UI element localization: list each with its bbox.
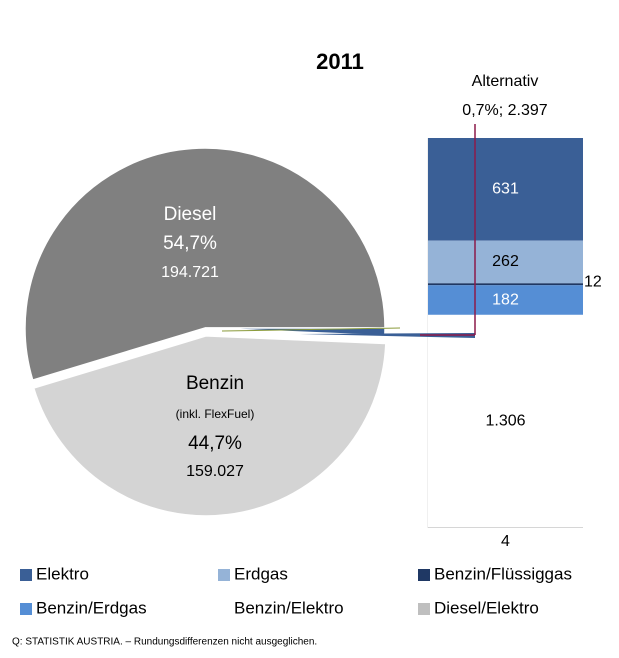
pie-label-combined: 0,7%; 2.397: [462, 102, 548, 119]
bar-value-label: 631: [492, 181, 519, 198]
bar-segment: [428, 285, 583, 315]
pie-slice: [24, 147, 386, 382]
source-note: Q: STATISTIK AUSTRIA. – Rundungsdifferen…: [12, 637, 317, 648]
connector: [221, 327, 401, 332]
legend-label: Benzin/Elektro: [234, 598, 344, 617]
pie-value: 194.721: [161, 264, 219, 281]
legend-swatch: [20, 569, 32, 581]
bar-segment: [428, 240, 583, 284]
bar-value-label: 182: [492, 291, 519, 308]
bar-segment: [428, 283, 583, 286]
pie-label: Benzin: [186, 373, 244, 394]
bar-value-label: 262: [492, 253, 519, 270]
pie-label: Diesel: [164, 204, 217, 225]
bar-segment: [428, 527, 583, 528]
pie-percent: 44,7%: [188, 433, 242, 454]
legend-label: Diesel/Elektro: [434, 598, 539, 617]
chart-title: 2011: [316, 49, 364, 74]
legend-swatch: [418, 603, 430, 615]
legend-swatch: [218, 569, 230, 581]
legend-swatch: [20, 603, 32, 615]
legend-swatch: [218, 603, 230, 615]
legend-label: Benzin/Erdgas: [36, 598, 147, 617]
legend-label: Benzin/Flüssiggas: [434, 564, 572, 583]
pie-percent: 54,7%: [163, 233, 217, 254]
pie-annotation: (inkl. FlexFuel): [176, 407, 255, 421]
legend-label: Erdgas: [234, 564, 288, 583]
legend-swatch: [418, 569, 430, 581]
pie-value: 159.027: [186, 463, 244, 480]
pie-label: Alternativ: [472, 73, 539, 90]
pie-slice: [32, 335, 387, 517]
bar-value-label: 4: [501, 533, 510, 550]
pie-value: 2.397: [508, 102, 548, 119]
bar-segment: [428, 314, 583, 528]
bar-segment: [428, 138, 583, 241]
pie-percent: 0,7%: [462, 102, 498, 119]
bar-value-label: 12: [584, 274, 602, 291]
legend-label: Elektro: [36, 564, 89, 583]
bar-value-label: 1.306: [485, 412, 525, 429]
